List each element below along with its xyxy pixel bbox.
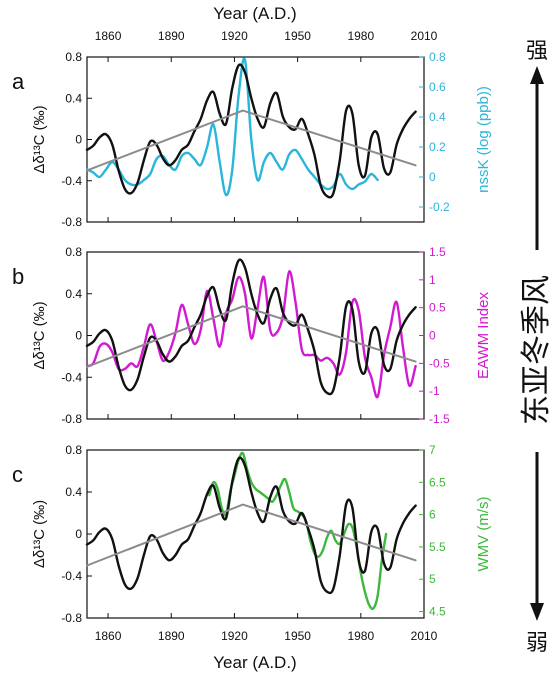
left-axis-title: Δδ¹³C (‰) [31,301,48,369]
left-tick-label: -0.4 [61,569,82,583]
right-tick-label: 1 [429,273,436,287]
top-x-tick-label: 1980 [347,29,374,43]
left-tick-label: 0.8 [65,443,82,457]
weak-label: 弱 [526,631,548,656]
plot-frame [86,56,425,223]
right-tick-label: 7 [429,443,436,457]
left-tick-label: 0.4 [65,91,82,105]
right-axis-title: EAWM Index [475,292,492,379]
bottom-x-tick-label: 1860 [95,629,122,643]
top-x-tick-labels: 1860 1890 1920 1950 1980 2010 [95,29,438,62]
left-tick-label: -0.4 [61,370,82,384]
top-x-tick-label: 1950 [284,29,311,43]
wmv-series-line [208,451,388,611]
left-tick-label: 0.4 [65,287,82,301]
x-axis-title-top: Year (A.D.) [213,4,296,23]
d13c-series-line [85,456,417,595]
right-tick-label: -1 [429,384,440,398]
monsoon-label: 东亚冬季风 [519,275,554,425]
left-tick-label: 0.8 [65,245,82,259]
panel-a: a 0.8 0.4 0 -0.4 -0.8 Δδ¹³C (‰) 0.8 0.6 0.4 0.2 0 -0… [12,50,492,229]
bottom-x-tick-label: 1890 [158,629,185,643]
right-tick-label: 6 [429,508,436,522]
bottom-x-tick-label: 1980 [347,629,374,643]
right-tick-label: -1.5 [429,412,450,426]
right-tick-label: 0.2 [429,140,446,154]
right-tick-label: 0.5 [429,301,446,315]
right-tick-label: 0 [429,170,436,184]
bottom-x-tick-label: 1920 [221,629,248,643]
left-tick-label: 0 [75,527,82,541]
left-tick-label: 0.4 [65,485,82,499]
panel-c: c 0.8 0.4 0 -0.4 -0.8 Δδ¹³C (‰) 7 6.5 6 5.5 5 4.5 WMV… [12,443,492,625]
left-tick-label: -0.8 [61,215,82,229]
strong-label: 强 [526,39,548,64]
right-tick-label: -0.2 [429,200,450,214]
trend-series-line [86,305,417,368]
left-axis-title: Δδ¹³C (‰) [31,500,48,568]
panel-letter: a [12,69,25,94]
trend-series-line [86,109,417,172]
right-tick-label: 0 [429,329,436,343]
bottom-x-tick-label: 1950 [284,629,311,643]
right-tick-label: -0.5 [429,356,450,370]
plot-frame [86,449,425,619]
d13c-series-line [85,258,417,396]
left-tick-label: 0 [75,329,82,343]
right-tick-label: 0.6 [429,80,446,94]
panel-b: b 0.8 0.4 0 -0.4 -0.8 Δδ¹³C (‰) 1.5 1 0.5 0 -0.5 -1 -… [12,245,492,426]
panel-letter: b [12,264,24,289]
nssk-series-line [85,57,379,197]
right-tick-label: 0.8 [429,50,446,64]
right-tick-label: 5 [429,572,436,586]
right-tick-label: 4.5 [429,605,446,619]
top-x-tick-label: 2010 [411,29,438,43]
bottom-x-tick-label: 2010 [411,629,438,643]
monsoon-strength-annotation: 强 东亚冬季风 弱 [519,39,554,656]
left-tick-label: 0 [75,133,82,147]
trend-series-line [86,503,417,567]
left-tick-label: -0.8 [61,611,82,625]
right-tick-label: 1.5 [429,245,446,259]
right-tick-label: 6.5 [429,475,446,489]
top-x-tick-label: 1920 [221,29,248,43]
right-tick-label: 5.5 [429,540,446,554]
top-x-tick-label: 1860 [95,29,122,43]
panel-letter: c [12,462,23,487]
eawm-series-line [85,270,417,399]
arrow-up-head-icon [530,66,544,84]
left-axis-title: Δδ¹³C (‰) [31,105,48,173]
left-tick-label: 0.8 [65,50,82,64]
right-axis-title: nssK (log (ppb)) [475,86,492,193]
x-axis-title-bottom: Year (A.D.) [213,653,296,672]
d13c-series-line [85,63,417,199]
top-x-tick-label: 1890 [158,29,185,43]
right-tick-label: 0.4 [429,110,446,124]
arrow-down-head-icon [530,603,544,621]
left-tick-label: -0.8 [61,412,82,426]
right-axis-title: WMV (m/s) [475,497,492,572]
left-tick-label: -0.4 [61,174,82,188]
bottom-x-tick-labels: 1860 1890 1920 1950 1980 2010 [95,629,438,643]
plot-frame [86,251,425,420]
